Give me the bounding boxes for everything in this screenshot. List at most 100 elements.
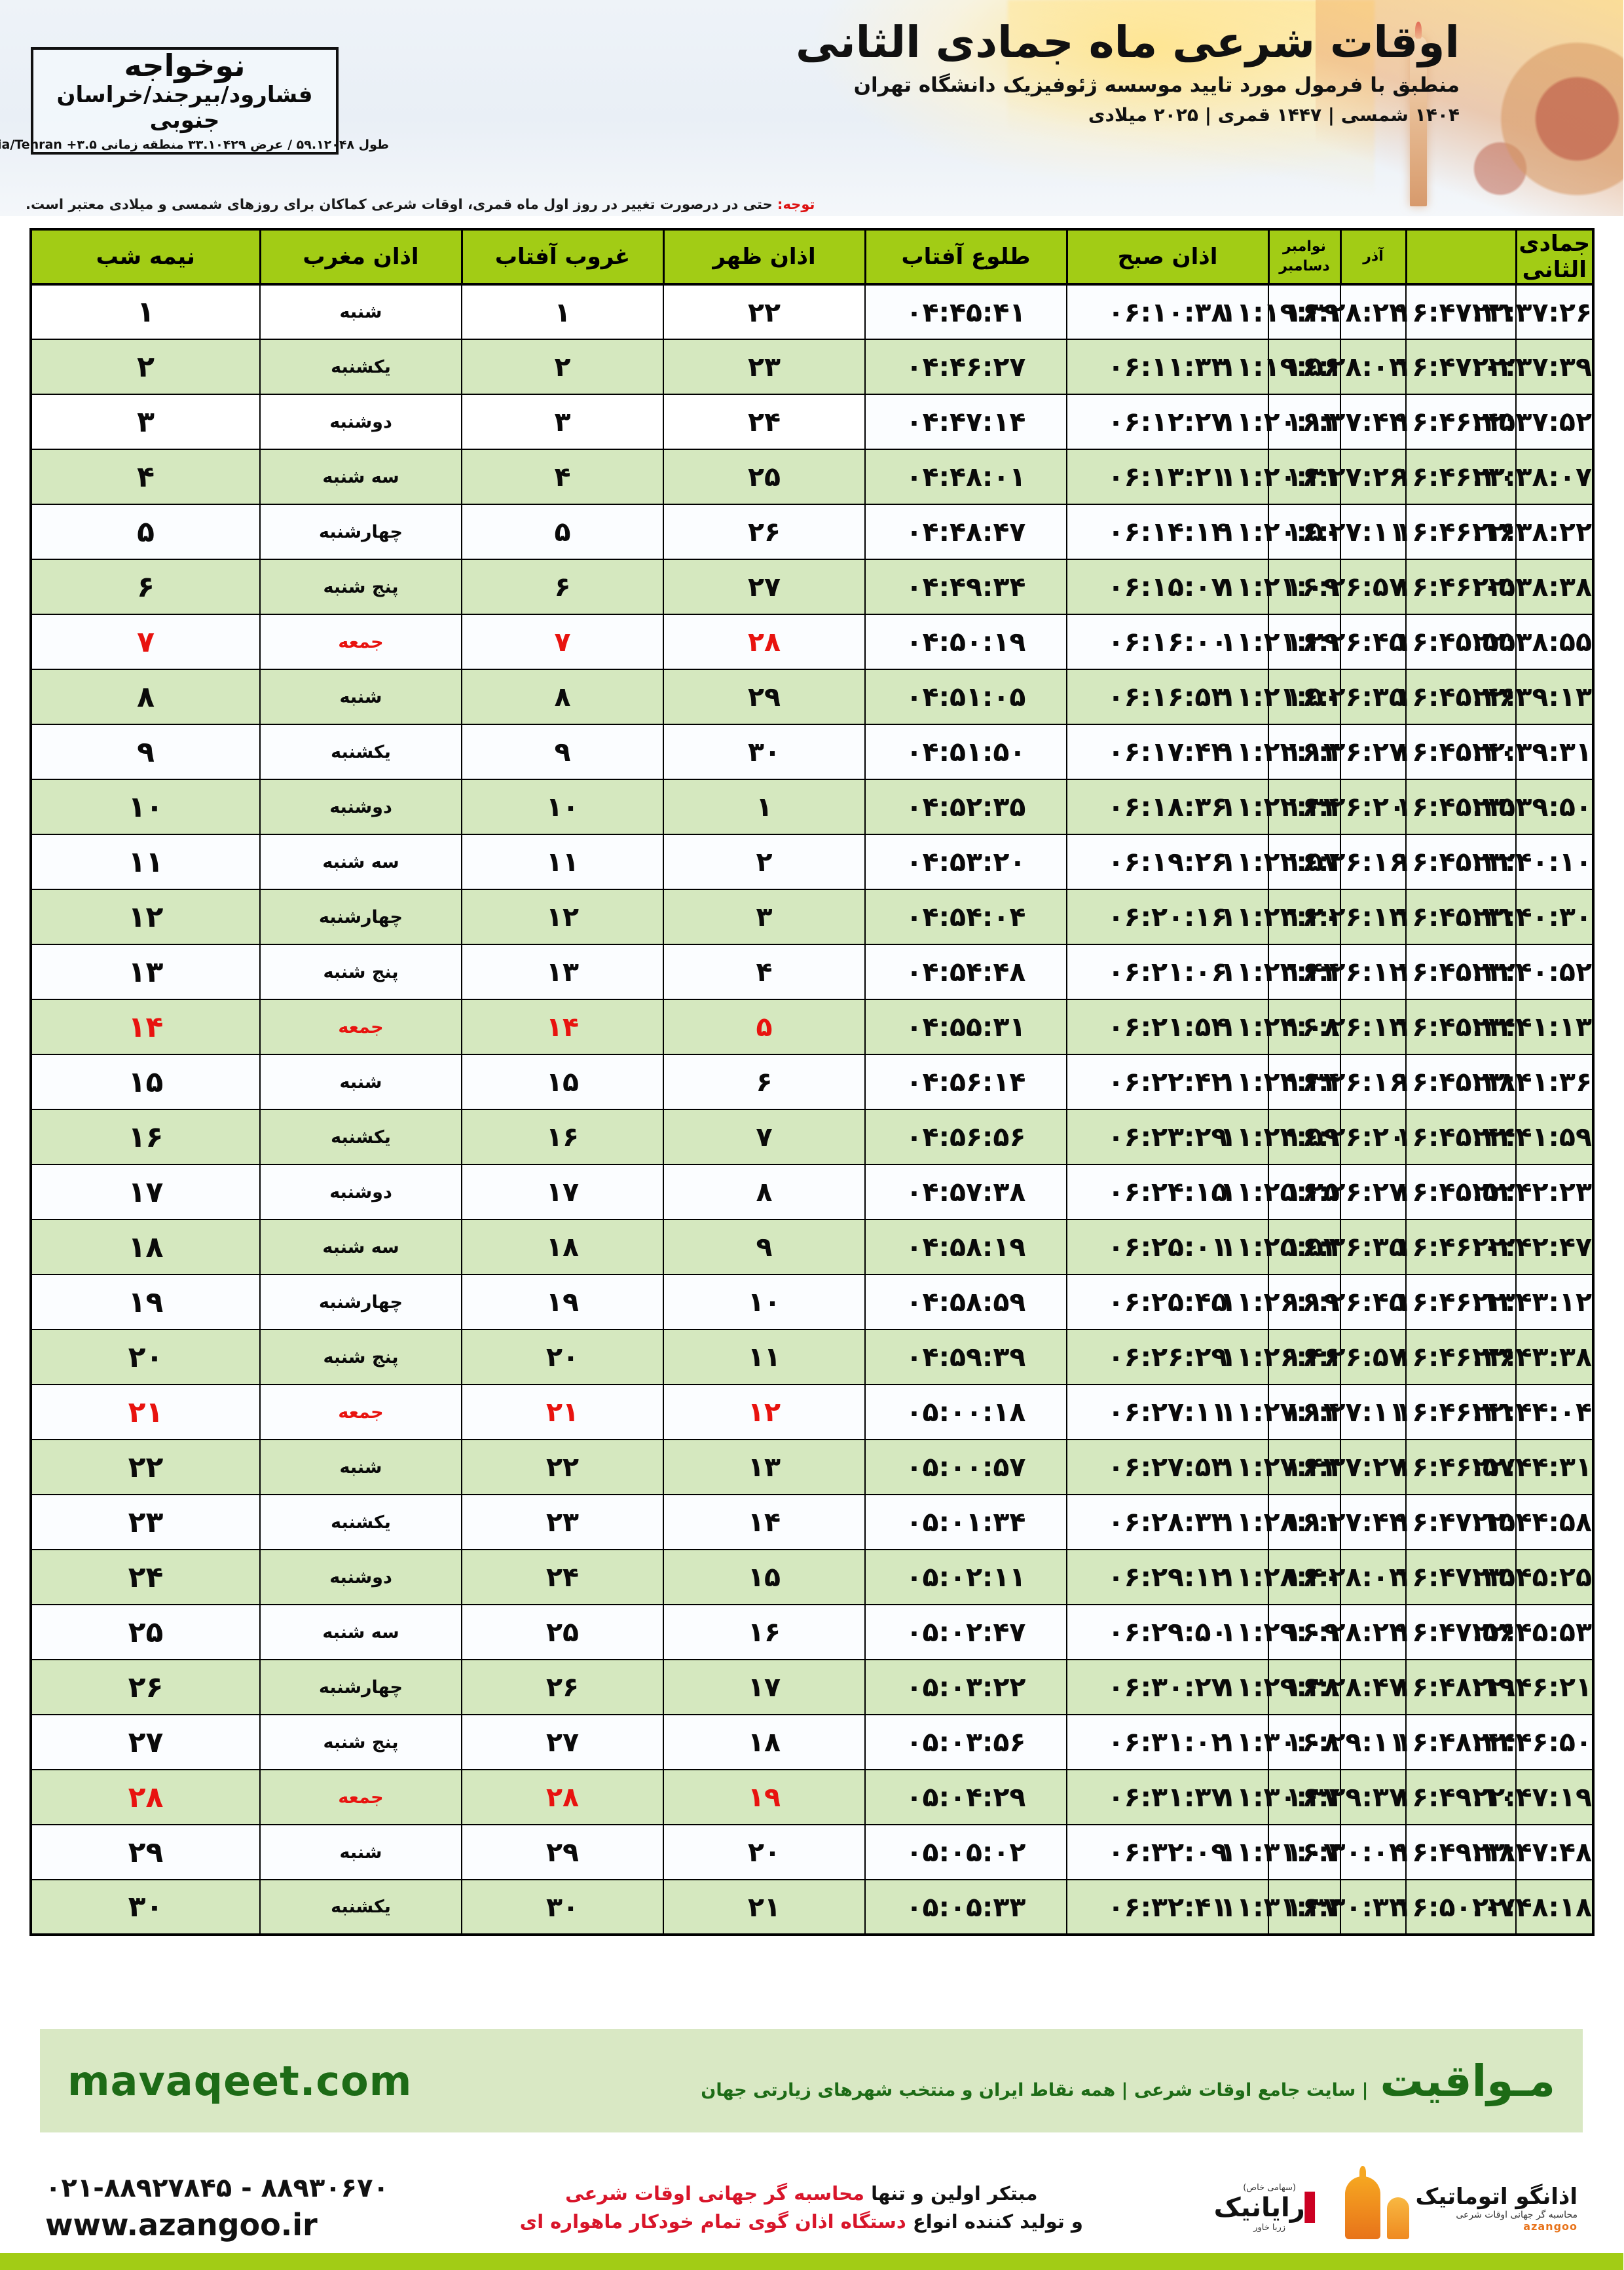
cell-sunrise: ۰۶:۳۱:۳۷ [1067,1769,1270,1825]
cell-fajr: ۰۴:۴۸:۴۷ [865,504,1068,560]
cell-sunset: ۱۶:۲۷:۴۴ [1286,1494,1407,1550]
cell-azar: ۲۲ [462,1439,665,1495]
cell-azar: ۲۶ [462,1659,665,1715]
cell-greg: ۱۷ [663,1659,866,1715]
cell-greg: ۸ [663,1164,866,1220]
cell-sunrise: ۰۶:۱۱:۳۳ [1067,339,1270,395]
cell-greg: ۱۶ [663,1604,866,1660]
cell-sunrise: ۰۶:۲۷:۱۱ [1067,1384,1270,1440]
cell-sunrise: ۰۶:۳۱:۰۲ [1067,1714,1270,1770]
cell-azar: ۲۱ [462,1384,665,1440]
cell-sunset: ۱۶:۲۸:۴۷ [1286,1659,1407,1715]
cell-maghrib: ۱۶:۴۹:۳۸ [1396,1824,1517,1880]
table-row: ۲۲:۳۸:۲۲ ۱۶:۴۶:۱۶ ۱۶:۲۷:۱۱ ۱۱:۲۰:۵۰ ۰۶:۱۴:۱۴… [31,504,1595,560]
cell-midnight: ۲۲:۳۸:۳۸ [1473,559,1595,615]
cell-hijri: ۱۶ [31,1109,261,1165]
cell-weekday: دوشنبه [260,1549,463,1605]
cell-maghrib: ۱۶:۵۰:۰۷ [1396,1879,1517,1935]
cell-hijri: ۲۸ [31,1769,261,1825]
cell-weekday: پنج شنبه [260,944,463,1000]
cell-hijri: ۱ [31,284,261,340]
cell-maghrib: ۱۶:۴۵:۳۵ [1396,779,1517,835]
cell-maghrib: ۱۶:۴۷:۳۵ [1396,1549,1517,1605]
cell-greg: ۵ [663,999,866,1055]
cell-sunset: ۱۶:۳۰:۰۴ [1286,1824,1407,1880]
cell-hijri: ۲۲ [31,1439,261,1495]
col-header-gregorian-line1: نوامبر [1283,238,1327,255]
cell-maghrib: ۱۶:۴۶:۳۰ [1396,449,1517,505]
cell-midnight: ۲۲:۴۴:۵۸ [1473,1494,1595,1550]
table-row: ۲۲:۳۸:۵۵ ۱۶:۴۵:۵۵ ۱۶:۲۶:۴۵ ۱۱:۲۱:۲۹ ۰۶:۱۶:۰۰… [31,614,1595,670]
cell-midnight: ۲۲:۳۷:۵۲ [1473,394,1595,450]
contact-website-link[interactable]: www.azangoo.ir [46,2207,318,2242]
bottom-green-strip [0,2253,1624,2270]
cell-fajr: ۰۴:۴۷:۱۴ [865,394,1068,450]
cell-sunset: ۱۶:۲۷:۱۱ [1286,1384,1407,1440]
cell-midnight: ۲۲:۴۱:۳۶ [1473,1054,1595,1110]
cell-weekday: شنبه [260,1439,463,1495]
cell-azar: ۱۳ [462,944,665,1000]
rayaneik-logo-name: ▌رایانیک [1214,2193,1327,2223]
cell-fajr: ۰۴:۵۰:۱۹ [865,614,1068,670]
cell-maghrib: ۱۶:۴۵:۴۴ [1396,1109,1517,1165]
cell-greg: ۱۱ [663,1329,866,1385]
cell-sunset: ۱۶:۲۸:۲۴ [1286,284,1407,340]
cell-sunset: ۱۶:۲۹:۱۱ [1286,1714,1407,1770]
cell-greg: ۱۸ [663,1714,866,1770]
cell-sunset: ۱۶:۲۶:۲۷ [1286,724,1407,780]
cell-greg: ۷ [663,1109,866,1165]
cell-weekday: دوشنبه [260,779,463,835]
bottom-contact-strip: اذانگو اتوماتیک محاسبه گر جهانی اوقات شر… [0,2146,1624,2270]
cell-azar: ۱۰ [462,779,665,835]
cell-fajr: ۰۵:۰۴:۲۹ [865,1769,1068,1825]
cell-hijri: ۳ [31,394,261,450]
cell-sunset: ۱۶:۲۷:۲۶ [1286,449,1407,505]
cell-midnight: ۲۲:۴۶:۵۰ [1473,1714,1595,1770]
cell-dhuhr: ۱۱:۲۴:۳۴ [1221,1054,1342,1110]
cell-maghrib: ۱۶:۴۸:۱۹ [1396,1659,1517,1715]
cell-hijri: ۹ [31,724,261,780]
cell-greg: ۱ [663,779,866,835]
slogan-line-1-highlight: محاسبه گر جهانی اوقات شرعی [566,2182,865,2205]
cell-weekday: پنج شنبه [260,1329,463,1385]
company-slogan: مبتکر اولین و تنها محاسبه گر جهانی اوقات… [521,2180,1084,2237]
cell-weekday: شنبه [260,284,463,340]
col-header-gregorian: نوامبر دسامبر [1268,229,1342,286]
cell-dhuhr: ۱۱:۲۲:۳۴ [1221,779,1342,835]
cell-fajr: ۰۴:۵۴:۰۴ [865,889,1068,945]
cell-maghrib: ۱۶:۴۶:۱۳ [1396,1274,1517,1330]
cell-sunrise: ۰۶:۱۸:۳۶ [1067,779,1270,835]
cell-weekday: یکشنبه [260,724,463,780]
slogan-line-1: مبتکر اولین و تنها محاسبه گر جهانی اوقات… [521,2180,1084,2208]
cell-sunset: ۱۶:۲۷:۴۴ [1286,394,1407,450]
cell-hijri: ۲۷ [31,1714,261,1770]
cell-hijri: ۱۸ [31,1219,261,1275]
cell-midnight: ۲۲:۴۱:۱۳ [1473,999,1595,1055]
brand-website-link[interactable]: mavaqeet.com [68,2056,413,2105]
cell-midnight: ۲۲:۴۰:۵۲ [1473,944,1595,1000]
cell-greg: ۱۳ [663,1439,866,1495]
brand-group: مـواقیت | سایت جامع اوقات شرعی | همه نقا… [701,2056,1556,2106]
cell-hijri: ۱۳ [31,944,261,1000]
cell-midnight: ۲۲:۴۷:۱۹ [1473,1769,1595,1825]
cell-fajr: ۰۴:۵۱:۰۵ [865,669,1068,725]
col-header-weekday [1405,229,1518,286]
col-header-maghrib: اذان مغرب [259,229,464,286]
table-row: ۲۲:۴۰:۵۲ ۱۶:۴۵:۳۲ ۱۶:۲۶:۱۲ ۱۱:۲۳:۴۴ ۰۶:۲۱:۰۶… [31,944,1595,1000]
cell-weekday: جمعه [260,999,463,1055]
cell-weekday: سه شنبه [260,1219,463,1275]
cell-dhuhr: ۱۱:۲۳:۲۰ [1221,889,1342,945]
cell-maghrib: ۱۶:۴۷:۱۵ [1396,1494,1517,1550]
cell-dhuhr: ۱۱:۲۲:۱۲ [1221,724,1342,780]
cell-sunrise: ۰۶:۲۰:۱۶ [1067,889,1270,945]
cell-maghrib: ۱۶:۴۷:۰۲ [1396,339,1517,395]
brand-name: مـواقیت [1380,2055,1556,2106]
cell-midnight: ۲۲:۴۵:۲۵ [1473,1549,1595,1605]
cell-sunset: ۱۶:۲۸:۲۴ [1286,1604,1407,1660]
cell-greg: ۲۵ [663,449,866,505]
cell-sunrise: ۰۶:۳۰:۲۷ [1067,1659,1270,1715]
table-row: ۲۲:۴۷:۴۸ ۱۶:۴۹:۳۸ ۱۶:۳۰:۰۴ ۱۱:۳۱:۰۷ ۰۶:۳۲:۰۹… [31,1824,1595,1880]
cell-maghrib: ۱۶:۴۵:۵۵ [1396,614,1517,670]
cell-sunrise: ۰۶:۲۱:۵۴ [1067,999,1270,1055]
cell-fajr: ۰۴:۴۸:۰۱ [865,449,1068,505]
